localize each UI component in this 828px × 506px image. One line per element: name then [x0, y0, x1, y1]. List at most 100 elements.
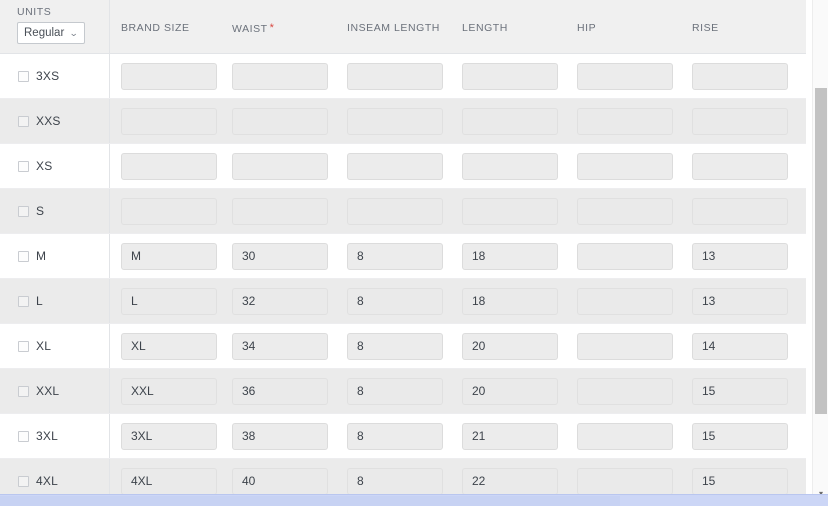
units-select[interactable]: Regular ⌄: [17, 22, 85, 44]
input-brand-size[interactable]: XXL: [121, 377, 217, 405]
vertical-scrollbar[interactable]: ▾: [812, 0, 828, 500]
input-inseam-length[interactable]: 8: [347, 467, 443, 495]
cell-hip: [570, 287, 685, 315]
input-waist[interactable]: [232, 152, 328, 180]
size-chart-grid-scroll-region[interactable]: UNITS Regular ⌄ BRAND SIZE WAIST * INSEAM…: [0, 0, 806, 500]
input-rise[interactable]: [692, 197, 788, 225]
row-header-cell: XL: [0, 324, 110, 368]
input-rise[interactable]: 13: [692, 242, 788, 270]
input-brand-size[interactable]: 3XL: [121, 422, 217, 450]
input-inseam-length[interactable]: 8: [347, 422, 443, 450]
input-brand-size[interactable]: L: [121, 287, 217, 315]
input-length[interactable]: 18: [462, 242, 558, 270]
input-inseam-length[interactable]: [347, 62, 443, 90]
input-waist[interactable]: [232, 107, 328, 135]
input-rise[interactable]: 15: [692, 377, 788, 405]
row-select-checkbox[interactable]: [18, 205, 29, 217]
row-select-checkbox[interactable]: [18, 115, 29, 127]
row-select-checkbox[interactable]: [18, 385, 29, 397]
input-hip[interactable]: [577, 332, 673, 360]
column-header-label: HIP: [577, 22, 597, 34]
input-rise[interactable]: 15: [692, 422, 788, 450]
input-inseam-length[interactable]: 8: [347, 287, 443, 315]
input-brand-size[interactable]: [121, 107, 217, 135]
input-hip[interactable]: [577, 197, 673, 225]
input-waist[interactable]: 36: [232, 377, 328, 405]
input-inseam-length[interactable]: [347, 152, 443, 180]
input-length[interactable]: [462, 152, 558, 180]
input-inseam-length[interactable]: 8: [347, 242, 443, 270]
input-length[interactable]: [462, 62, 558, 90]
input-waist[interactable]: 40: [232, 467, 328, 495]
cell-hip: [570, 197, 685, 225]
input-rise[interactable]: [692, 152, 788, 180]
vertical-scrollbar-thumb[interactable]: [815, 88, 827, 414]
row-header-cell: L: [0, 279, 110, 323]
row-select-checkbox[interactable]: [18, 250, 29, 262]
input-brand-size[interactable]: [121, 62, 217, 90]
cell-inseam-length: [340, 62, 455, 90]
cell-rise: [685, 152, 800, 180]
input-brand-size[interactable]: [121, 152, 217, 180]
input-rise[interactable]: 14: [692, 332, 788, 360]
cell-waist: [225, 107, 340, 135]
cell-rise: [685, 107, 800, 135]
chevron-down-icon: ⌄: [69, 28, 79, 38]
input-inseam-length[interactable]: [347, 197, 443, 225]
input-length[interactable]: 21: [462, 422, 558, 450]
input-waist[interactable]: 32: [232, 287, 328, 315]
cell-brand-size: [110, 152, 225, 180]
cell-inseam-length: 8: [340, 377, 455, 405]
input-waist[interactable]: [232, 197, 328, 225]
input-inseam-length[interactable]: 8: [347, 377, 443, 405]
input-rise[interactable]: [692, 107, 788, 135]
row-select-checkbox[interactable]: [18, 160, 29, 172]
table-row: XXS: [0, 99, 806, 144]
cell-inseam-length: 8: [340, 332, 455, 360]
input-length[interactable]: 20: [462, 377, 558, 405]
input-rise[interactable]: 13: [692, 287, 788, 315]
row-cells: [110, 144, 806, 188]
input-length[interactable]: 20: [462, 332, 558, 360]
input-hip[interactable]: [577, 287, 673, 315]
cell-hip: [570, 422, 685, 450]
cell-hip: [570, 62, 685, 90]
row-select-checkbox[interactable]: [18, 340, 29, 352]
input-brand-size[interactable]: XL: [121, 332, 217, 360]
column-header-length: LENGTH: [455, 0, 570, 53]
input-waist[interactable]: 38: [232, 422, 328, 450]
input-rise[interactable]: [692, 62, 788, 90]
input-hip[interactable]: [577, 377, 673, 405]
table-row: 3XS: [0, 54, 806, 99]
input-waist[interactable]: 30: [232, 242, 328, 270]
input-hip[interactable]: [577, 107, 673, 135]
input-brand-size[interactable]: [121, 197, 217, 225]
input-brand-size[interactable]: 4XL: [121, 467, 217, 495]
input-rise[interactable]: 15: [692, 467, 788, 495]
horizontal-scrollbar-thumb[interactable]: [0, 496, 620, 506]
input-length[interactable]: [462, 197, 558, 225]
input-hip[interactable]: [577, 62, 673, 90]
input-length[interactable]: 22: [462, 467, 558, 495]
table-row: XXL XXL 36 8 20 15: [0, 369, 806, 414]
grid-body: 3XS XXS XS S M M 30 8 18 13 L L 32 8 18 13 XL XL 34 8 20 14 XX…: [0, 54, 806, 500]
row-select-checkbox[interactable]: [18, 70, 29, 82]
row-select-checkbox[interactable]: [18, 295, 29, 307]
input-waist[interactable]: [232, 62, 328, 90]
input-hip[interactable]: [577, 242, 673, 270]
input-waist[interactable]: 34: [232, 332, 328, 360]
row-select-checkbox[interactable]: [18, 430, 29, 442]
input-hip[interactable]: [577, 422, 673, 450]
horizontal-scrollbar[interactable]: [0, 494, 828, 506]
cell-rise: [685, 197, 800, 225]
input-inseam-length[interactable]: 8: [347, 332, 443, 360]
row-select-checkbox[interactable]: [18, 475, 29, 487]
input-hip[interactable]: [577, 152, 673, 180]
input-hip[interactable]: [577, 467, 673, 495]
scroll-down-arrow-icon[interactable]: ▾: [813, 490, 828, 498]
input-length[interactable]: [462, 107, 558, 135]
input-length[interactable]: 18: [462, 287, 558, 315]
measurement-column-headers: BRAND SIZE WAIST * INSEAM LENGTH LENGTH H…: [110, 0, 806, 53]
input-inseam-length[interactable]: [347, 107, 443, 135]
input-brand-size[interactable]: M: [121, 242, 217, 270]
